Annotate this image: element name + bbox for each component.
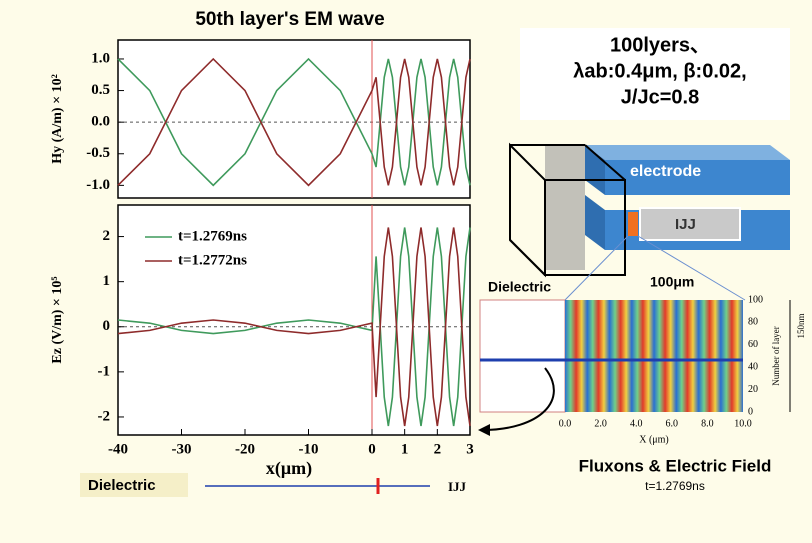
heatmap-thickness: 150nm — [796, 313, 806, 338]
line-series — [117, 57, 471, 187]
heatmap-y-tick: 60 — [748, 339, 758, 350]
heatmap-y-tick: 80 — [748, 317, 758, 328]
heatmap-time: t=1.2769ns — [645, 479, 705, 493]
y-tick-label: 1.0 — [91, 50, 110, 66]
legend-label: t=1.2772ns — [178, 252, 247, 268]
x-tick-label: 0 — [368, 441, 376, 457]
heatmap-axes: 0.0 2.0 4.0 6.0 8.0 10.00 20 40 60 80 100 X (μm) Num… — [559, 294, 806, 445]
y-tick-label: -1.0 — [86, 177, 110, 193]
arrow-head — [478, 424, 490, 436]
heatmap-y-tick: 0 — [748, 406, 753, 417]
y-axis-label: Ez (V/m) × 10⁵ — [50, 276, 65, 363]
heatmap-x-tick: 2.0 — [594, 418, 607, 429]
arrow — [481, 367, 555, 431]
dielectric-label: Dielectric — [488, 279, 551, 295]
y-tick-label: 2 — [103, 228, 111, 244]
heatmap-x-tick: 4.0 — [630, 418, 643, 429]
x-tick-label: -30 — [172, 441, 192, 457]
heatmap-x-tick: 8.0 — [701, 418, 714, 429]
heatmap-x-label: X (μm) — [639, 434, 669, 445]
y-axis-label: Hy (A/m) × 10² — [50, 74, 65, 164]
y-tick-label: -0.5 — [86, 145, 110, 161]
y-tick-label: 1 — [103, 273, 111, 289]
dielectric-region — [479, 299, 566, 413]
heatmap-y-tick: 20 — [748, 384, 758, 395]
y-tick-label: -2 — [98, 408, 111, 424]
param-line: J/Jc=0.8 — [621, 86, 699, 108]
heatmap-y-label: Number of layer — [771, 326, 781, 385]
plot-frame — [117, 204, 471, 436]
x-tick-label: -10 — [299, 441, 319, 457]
x-tick-label: 2 — [434, 441, 442, 457]
footer-ijj: IJJ — [448, 479, 467, 494]
params-box — [520, 28, 790, 120]
heatmap-x-tick: 0.0 — [559, 418, 572, 429]
heatmap-x-tick: 10.0 — [734, 418, 752, 429]
electrode-label: electrode — [630, 163, 701, 180]
plot-frame — [117, 39, 471, 199]
legend-label: t=1.2769ns — [178, 228, 247, 244]
footer-box — [80, 473, 188, 497]
y-tick-label: 0.5 — [91, 82, 110, 98]
y-tick-label: -1 — [98, 363, 111, 379]
param-line: λab:0.4μm, β:0.02, — [573, 60, 746, 82]
x-tick-label: -20 — [235, 441, 255, 457]
line-series — [117, 227, 471, 427]
param-line: 100lyers、 — [610, 34, 710, 56]
device-diagram — [509, 142, 790, 301]
x-axis-label: x(μm) — [266, 458, 312, 479]
heatmap-y-tick: 40 — [748, 361, 758, 372]
heatmap-caption: Fluxons & Electric Field — [579, 456, 772, 475]
x-tick-label: 3 — [466, 441, 474, 457]
y-tick-label: 0 — [103, 318, 111, 334]
line-series — [117, 227, 471, 427]
y-tick-label: 0.0 — [91, 114, 110, 130]
line-series — [117, 57, 471, 187]
size-label: 100μm — [650, 274, 694, 290]
heatmap-y-tick: 100 — [748, 294, 763, 305]
heatmap-x-tick: 6.0 — [666, 418, 679, 429]
x-tick-label: 1 — [401, 441, 409, 457]
footer-dielectric: Dielectric — [88, 477, 156, 494]
x-tick-label: -40 — [108, 441, 128, 457]
chart-title: 50th layer's EM wave — [195, 9, 384, 30]
heatmap — [565, 300, 743, 412]
ijj-label: IJJ — [675, 216, 696, 233]
